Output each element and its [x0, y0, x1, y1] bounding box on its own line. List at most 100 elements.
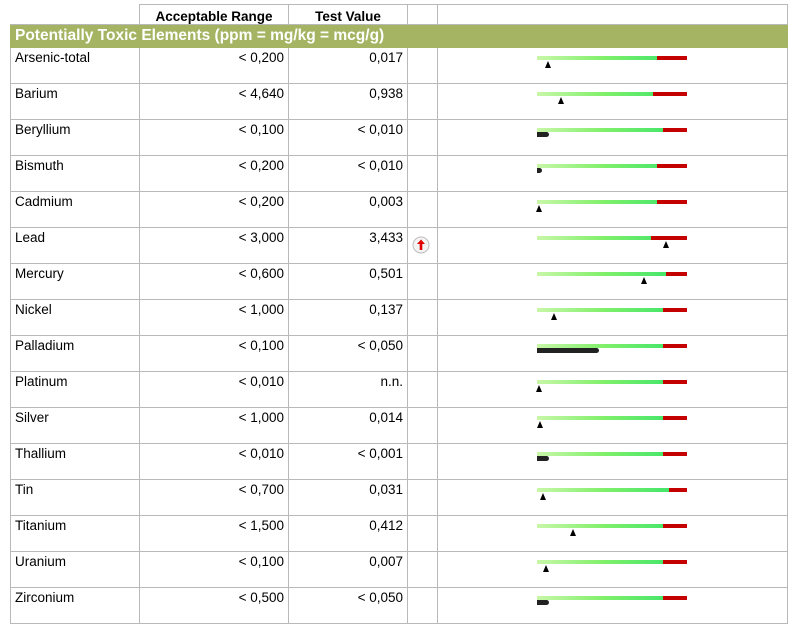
range-gauge — [537, 416, 687, 428]
gauge-marker-icon — [537, 421, 543, 428]
gauge-high-zone — [652, 92, 687, 96]
acceptable-range-value: < 1,000 — [139, 299, 289, 336]
gauge-normal-zone — [537, 272, 687, 276]
gauge-normal-zone — [537, 236, 687, 240]
gauge-normal-zone — [537, 56, 687, 60]
table-row: Nickel < 1,000 0,137 — [10, 299, 788, 336]
gauge-normal-zone — [537, 128, 687, 132]
gauge-marker-icon — [550, 313, 557, 320]
test-value: 0,003 — [288, 191, 408, 228]
range-graph-cell — [437, 191, 788, 228]
test-value: 0,017 — [288, 47, 408, 84]
header-blank — [10, 4, 140, 25]
gauge-high-zone — [663, 128, 687, 132]
table-row: Cadmium < 0,200 0,003 — [10, 191, 788, 228]
range-gauge — [537, 524, 687, 536]
element-name: Bismuth — [10, 155, 140, 192]
table-row: Uranium < 0,100 0,007 — [10, 551, 788, 588]
gauge-marker-icon — [640, 277, 647, 284]
section-header: Potentially Toxic Elements (ppm = mg/kg … — [10, 24, 788, 48]
gauge-high-zone — [657, 200, 687, 204]
flag-cell — [407, 443, 438, 480]
gauge-marker-icon — [543, 565, 549, 572]
gauge-marker-icon — [570, 529, 576, 536]
range-gauge — [537, 452, 687, 461]
element-name: Tin — [10, 479, 140, 516]
gauge-marker-icon — [663, 241, 669, 248]
gauge-value-bar — [537, 600, 549, 605]
flag-cell — [407, 479, 438, 516]
range-graph-cell — [437, 371, 788, 408]
gauge-normal-zone — [537, 416, 687, 420]
element-name: Zirconium — [10, 587, 140, 624]
element-name: Thallium — [10, 443, 140, 480]
range-gauge — [537, 56, 687, 68]
element-name: Palladium — [10, 335, 140, 372]
header-test-value: Test Value — [288, 4, 408, 25]
gauge-normal-zone — [537, 380, 687, 384]
test-value: 0,007 — [288, 551, 408, 588]
range-graph-cell — [437, 551, 788, 588]
table-row: Arsenic-total < 0,200 0,017 — [10, 47, 788, 84]
flag-cell — [407, 191, 438, 228]
range-gauge — [537, 344, 687, 353]
header-flag — [407, 4, 438, 25]
test-value: < 0,050 — [288, 587, 408, 624]
gauge-high-zone — [663, 596, 687, 600]
flag-cell — [407, 551, 438, 588]
range-graph-cell — [437, 83, 788, 120]
gauge-high-zone — [663, 416, 687, 420]
gauge-high-zone — [657, 56, 687, 60]
table-row: Platinum < 0,010 n.n. — [10, 371, 788, 408]
range-gauge — [535, 380, 687, 392]
range-graph-cell — [437, 47, 788, 84]
header-row: Acceptable Range Test Value — [10, 4, 788, 25]
range-gauge — [537, 560, 687, 572]
test-value: < 0,010 — [288, 155, 408, 192]
gauge-value-bar — [537, 132, 549, 137]
gauge-value-bar — [537, 456, 549, 461]
test-value: 0,014 — [288, 407, 408, 444]
flag-cell — [407, 83, 438, 120]
flag-cell — [407, 47, 438, 84]
gauge-high-zone — [663, 560, 687, 564]
table-row: Thallium < 0,010 < 0,001 — [10, 443, 788, 480]
element-name: Cadmium — [10, 191, 140, 228]
acceptable-range-value: < 4,640 — [139, 83, 289, 120]
acceptable-range-value: < 0,600 — [139, 263, 289, 300]
element-name: Beryllium — [10, 119, 140, 156]
table-row: Beryllium < 0,100 < 0,010 — [10, 119, 788, 156]
gauge-marker-icon — [544, 61, 551, 68]
range-gauge — [537, 488, 687, 500]
range-graph-cell — [437, 155, 788, 192]
table-row: Mercury < 0,600 0,501 — [10, 263, 788, 300]
flag-cell — [407, 263, 438, 300]
header-graph — [437, 4, 788, 25]
element-name: Mercury — [10, 263, 140, 300]
acceptable-range-value: < 0,010 — [139, 443, 289, 480]
gauge-marker-icon — [558, 97, 564, 104]
element-name: Titanium — [10, 515, 140, 552]
gauge-value-bar — [537, 168, 542, 173]
table-row: Lead < 3,000 3,433 — [10, 227, 788, 264]
element-name: Nickel — [10, 299, 140, 336]
table-row: Titanium < 1,500 0,412 — [10, 515, 788, 552]
acceptable-range-value: < 0,100 — [139, 551, 289, 588]
acceptable-range-value: < 0,500 — [139, 587, 289, 624]
range-graph-cell — [437, 479, 788, 516]
table-row: Tin < 0,700 0,031 — [10, 479, 788, 516]
range-graph-cell — [437, 515, 788, 552]
range-gauge — [537, 164, 687, 173]
section-title: Potentially Toxic Elements (ppm = mg/kg … — [10, 24, 788, 48]
test-value: 0,938 — [288, 83, 408, 120]
flag-cell — [407, 119, 438, 156]
header-acceptable-range: Acceptable Range — [139, 4, 289, 25]
range-graph-cell — [437, 263, 788, 300]
toxic-elements-report: Acceptable Range Test Value Potentially … — [10, 4, 788, 624]
flag-cell — [407, 407, 438, 444]
gauge-normal-zone — [537, 344, 687, 348]
flag-cell — [407, 227, 438, 264]
high-arrow-icon — [412, 236, 430, 254]
gauge-marker-icon — [540, 493, 546, 500]
table-row: Bismuth < 0,200 < 0,010 — [10, 155, 788, 192]
